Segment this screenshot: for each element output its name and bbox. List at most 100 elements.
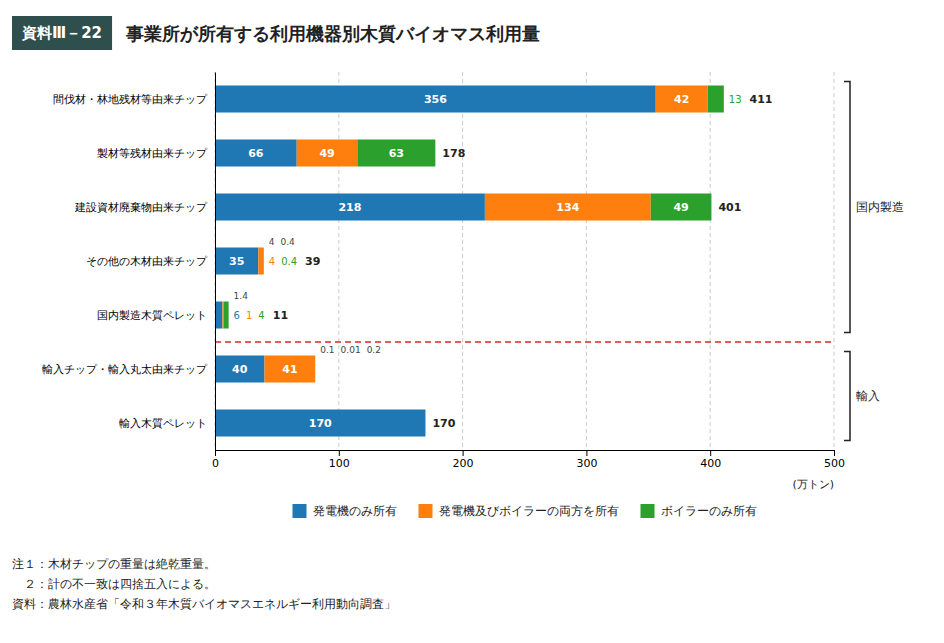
data-label: 42: [674, 93, 689, 106]
tick-label: 300: [576, 457, 597, 470]
total-label: 11: [273, 309, 288, 322]
axis-line: [216, 451, 835, 457]
annotation: 0.2: [367, 345, 381, 355]
tick-label: 建設資材廃棄物由来チップ: [74, 201, 208, 214]
x-tick: 300: [576, 450, 597, 470]
legend-item: ボイラーのみ所有: [641, 504, 757, 518]
y-tick: 建設資材廃棄物由来チップ: [74, 201, 215, 214]
total-label: 411: [750, 93, 773, 106]
bar-segment: [265, 356, 316, 383]
series: [222, 86, 707, 383]
total-label: 401: [718, 201, 741, 214]
title: 事業所が所有する利用機器別木質バイオマス利用量: [125, 23, 540, 44]
group-label: 国内製造: [856, 200, 904, 214]
group-label: 輸入: [856, 389, 880, 403]
legend-label: 発電機のみ所有: [313, 504, 397, 518]
tick-label: 400: [700, 457, 721, 470]
data-label: 4: [258, 310, 264, 321]
chart-svg: 資料Ⅲ－22事業所が所有する利用機器別木質バイオマス利用量01002003004…: [0, 0, 944, 643]
annotation: 1.4: [234, 291, 249, 301]
annotation: 0.01: [341, 345, 361, 355]
data-label: 218: [338, 201, 361, 214]
axis-line: [215, 73, 216, 451]
annotations: 0.1 0.01 0.2 4 0.4 1.4: [234, 237, 381, 355]
x-tick: 200: [453, 450, 474, 470]
bar-segment: [656, 86, 708, 113]
legend-item: 発電機及びボイラーの両方を所有: [419, 504, 619, 518]
grid-line: [338, 72, 339, 450]
data-label: 35: [229, 255, 244, 268]
data-label: 41: [282, 363, 297, 376]
y-tick: 製材等残材由来チップ: [97, 147, 215, 160]
legend-label: 発電機及びボイラーの両方を所有: [439, 504, 619, 518]
bar-segment: [215, 140, 297, 167]
data-label: 40: [232, 363, 248, 376]
tick-label: 500: [824, 457, 845, 470]
grid-line: [586, 72, 587, 450]
y-tick: 輸入チップ・輸入丸太由来チップ: [42, 363, 215, 376]
y-tick: その他の木材由来チップ: [86, 255, 215, 268]
data-label: 66: [248, 147, 264, 160]
group-brackets: 国内製造輸入: [844, 82, 904, 441]
data-label: 6: [234, 310, 240, 321]
tick-label: 0: [212, 457, 219, 470]
notes: 注１：木材チップの重量は絶乾重量。 ２：計の不一致は四捨五入による。資料：農林水…: [12, 557, 396, 611]
group-separator: [215, 341, 834, 343]
bar-segment: [215, 356, 265, 383]
tick-mark: [586, 450, 587, 456]
legend: 発電機のみ所有 発電機及びボイラーの両方を所有 ボイラーのみ所有: [293, 504, 757, 518]
y-tick: 輸入木質ペレット: [119, 417, 215, 430]
data-label: 13: [729, 94, 742, 105]
tick-mark: [710, 450, 711, 456]
x-axis: 0 100 200 300 400 500: [212, 450, 845, 470]
series: [215, 86, 656, 437]
data-label: 4: [269, 256, 275, 267]
bar-segment: [651, 194, 712, 221]
y-axis: 輸入木質ペレット 輸入チップ・輸入丸太由来チップ 国内製造木質ペレット その他の木材由…: [42, 73, 216, 451]
annotation: 0.1: [320, 345, 334, 355]
tick-label: 100: [329, 457, 350, 470]
legend-swatch: [419, 504, 433, 518]
tick-label: 国内製造木質ペレット: [97, 309, 207, 322]
bar-segment: [215, 302, 222, 329]
data-label: 356: [424, 93, 447, 106]
grid-line: [834, 72, 835, 450]
bar-segment: [357, 140, 435, 167]
note: 注１：木材チップの重量は絶乾重量。: [12, 557, 216, 571]
legend-swatch: [293, 504, 307, 518]
data-label: 1: [246, 310, 252, 321]
bar-segment: [297, 140, 358, 167]
tick-label: その他の木材由来チップ: [86, 255, 208, 268]
tick-mark: [215, 450, 216, 456]
data-label: 63: [389, 147, 404, 160]
tick-label: 間伐材・林地残材等由来チップ: [53, 93, 208, 106]
bar-segment: [215, 410, 425, 437]
note: ２：計の不一致は四捨五入による。: [12, 577, 216, 591]
data-labels: 1701704041614113540.43921813449401664963…: [229, 93, 773, 430]
total-label: 39: [305, 255, 320, 268]
separators: [215, 342, 834, 343]
note: 資料：農林水産省「令和３年木質バイオマスエネルギー利用動向調査」: [12, 597, 396, 611]
data-label: 170: [309, 417, 332, 430]
bar-segment: [258, 248, 263, 275]
bar-segment: [425, 410, 426, 437]
data-label: 134: [556, 201, 579, 214]
legend-swatch: [641, 504, 655, 518]
bar-segment: [215, 86, 656, 113]
y-tick: 間伐材・林地残材等由来チップ: [53, 93, 215, 106]
annotation: 0.4: [281, 237, 296, 247]
tick-label: 輸入チップ・輸入丸太由来チップ: [42, 363, 208, 376]
bar-segment: [425, 410, 426, 437]
total-label: 170: [432, 417, 455, 430]
x-tick: 0: [212, 450, 219, 470]
tick-label: 200: [453, 457, 474, 470]
group-bracket: [844, 82, 850, 333]
x-tick: 400: [700, 450, 721, 470]
bar-segment: [215, 194, 485, 221]
group-bracket: [844, 352, 850, 441]
data-label: 49: [673, 201, 688, 214]
series: [224, 86, 724, 329]
y-tick: 国内製造木質ペレット: [97, 309, 215, 322]
grid: [215, 72, 834, 450]
tick-mark: [339, 450, 340, 456]
